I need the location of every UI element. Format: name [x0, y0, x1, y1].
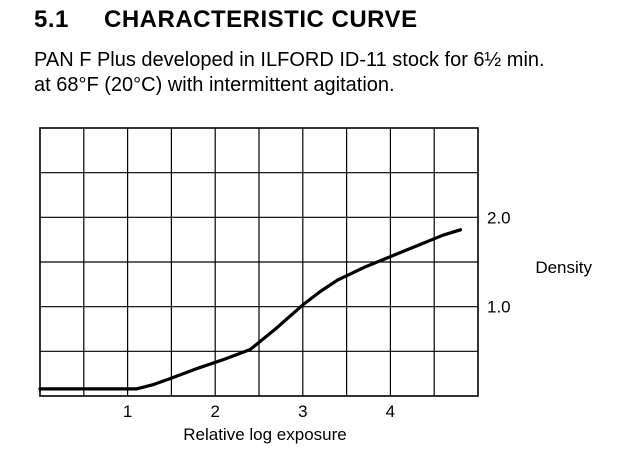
y-axis-label: Density: [535, 258, 592, 277]
grid: [40, 128, 478, 396]
x-tick-label: 2: [210, 402, 219, 421]
section-number: 5.1: [34, 6, 69, 33]
caption-line-2: at 68°F (20°C) with intermittent agitati…: [34, 74, 395, 96]
section-title: CHARACTERISTIC CURVE: [104, 6, 418, 33]
x-tick-label: 4: [386, 402, 395, 421]
y-axis-ticks: 1.0 2.0: [487, 208, 511, 316]
characteristic-curve-line: [38, 228, 463, 391]
chart-caption: PAN F Plus developed in ILFORD ID-11 sto…: [34, 48, 545, 98]
x-axis-label: Relative log exposure: [183, 425, 346, 444]
y-tick-label: 2.0: [487, 208, 511, 227]
plot-border: [39, 127, 479, 397]
series-layer: [38, 228, 463, 391]
y-tick-label: 1.0: [487, 298, 511, 317]
x-tick-label: 1: [123, 402, 132, 421]
caption-line-1: PAN F Plus developed in ILFORD ID-11 sto…: [34, 49, 545, 71]
x-tick-label: 3: [298, 402, 307, 421]
plot-frame: [39, 127, 479, 397]
section-heading: 5.1 CHARACTERISTIC CURVE: [34, 6, 418, 34]
x-axis-ticks: 1 2 3 4: [123, 402, 395, 421]
